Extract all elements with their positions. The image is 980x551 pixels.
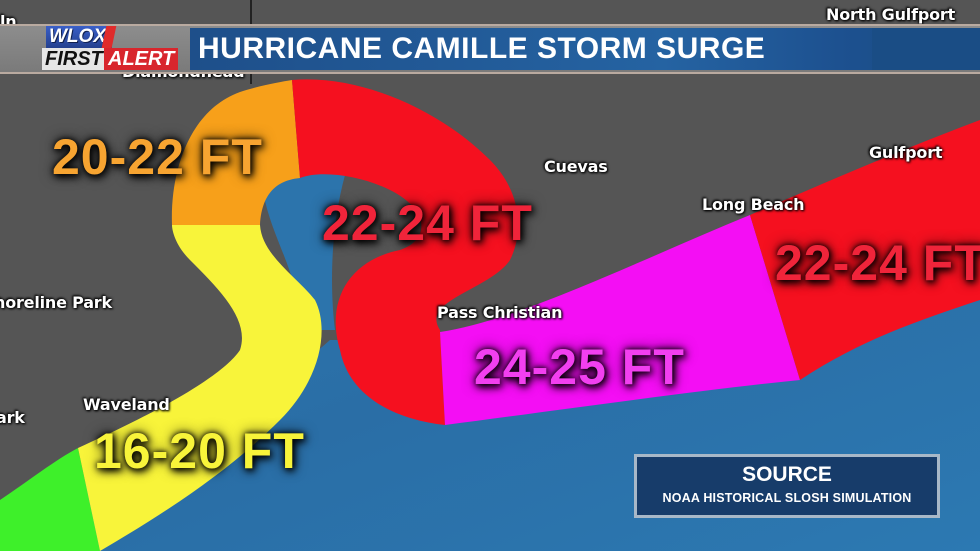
title-bar-accent — [872, 28, 980, 70]
surge-label-24-25: 24-25 FT — [474, 339, 685, 395]
surge-band-16-20 — [78, 225, 322, 551]
city-label-park: ark — [0, 408, 25, 427]
logo-first: FIRST — [42, 48, 106, 70]
station-logo: WLOX FIRST ALERT — [42, 26, 184, 72]
surge-label-22-24-east: 22-24 FT — [775, 235, 980, 291]
surge-band-low — [0, 448, 100, 551]
surge-band-20-22 — [171, 80, 300, 225]
surge-band-24-25 — [440, 215, 800, 425]
logo-alert: ALERT — [104, 48, 179, 70]
page-title: HURRICANE CAMILLE STORM SURGE — [198, 32, 766, 65]
source-title: SOURCE — [742, 463, 832, 486]
source-box: SOURCE NOAA HISTORICAL SLOSH SIMULATION — [634, 454, 940, 518]
city-label-north-gulfport: North Gulfport — [826, 5, 956, 24]
city-label-long-beach: Long Beach — [702, 195, 805, 214]
surge-label-22-24-west: 22-24 FT — [322, 195, 533, 251]
source-subtitle: NOAA HISTORICAL SLOSH SIMULATION — [662, 491, 912, 505]
logo-wlox: WLOX — [46, 26, 112, 48]
city-label-shoreline-park: horeline Park — [0, 293, 112, 312]
city-label-pass-christian: Pass Christian — [437, 303, 563, 322]
surge-label-16-20: 16-20 FT — [94, 423, 305, 479]
surge-label-20-22: 20-22 FT — [52, 129, 263, 185]
title-bar: HURRICANE CAMILLE STORM SURGE — [190, 28, 980, 70]
surge-band-22-24-east — [750, 120, 980, 380]
surge-band-22-24-west — [292, 79, 519, 425]
boundary-line — [250, 74, 252, 84]
boundary-line — [250, 0, 252, 26]
city-label-waveland: Waveland — [83, 395, 170, 414]
city-label-gulfport: Gulfport — [869, 143, 943, 162]
bay-water — [262, 166, 345, 330]
city-label-cuevas: Cuevas — [544, 157, 608, 176]
